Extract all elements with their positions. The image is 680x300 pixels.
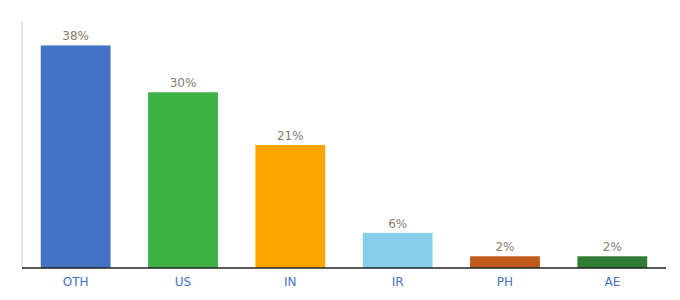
bar: [148, 92, 218, 268]
data-label: 6%: [388, 217, 407, 231]
data-label: 2%: [603, 240, 622, 254]
x-axis: OTH US IN IR PH AE: [63, 275, 620, 289]
x-tick-label: US: [175, 275, 191, 289]
x-tick-label: IN: [284, 275, 297, 289]
data-label: 30%: [170, 76, 197, 90]
x-tick-label: PH: [497, 275, 513, 289]
bar: [470, 256, 540, 268]
bars: [41, 45, 647, 268]
data-label: 38%: [62, 29, 89, 43]
bar: [363, 233, 433, 268]
x-tick-label: AE: [604, 275, 620, 289]
y-axis-line: [22, 22, 23, 268]
x-axis-line: [22, 267, 666, 269]
data-labels: 38% 30% 21% 6% 2% 2%: [62, 29, 622, 254]
x-tick-label: IR: [392, 275, 404, 289]
bar: [41, 45, 111, 268]
x-tick-label: OTH: [63, 275, 89, 289]
data-label: 2%: [495, 240, 514, 254]
chart: 38% 30% 21% 6% 2% 2% OTH US IN IR PH AE: [0, 0, 680, 300]
bar: [577, 256, 647, 268]
chart-container: 38% 30% 21% 6% 2% 2% OTH US IN IR PH AE: [0, 0, 680, 300]
data-label: 21%: [277, 129, 304, 143]
bar: [255, 145, 325, 268]
